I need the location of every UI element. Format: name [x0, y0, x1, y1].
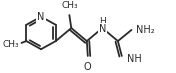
Text: O: O — [84, 62, 92, 72]
Text: H: H — [99, 17, 106, 26]
Text: CH₃: CH₃ — [61, 1, 78, 10]
Text: N: N — [37, 12, 45, 22]
Text: CH₃: CH₃ — [3, 40, 20, 49]
Text: NH₂: NH₂ — [136, 25, 155, 35]
Text: N: N — [99, 24, 106, 34]
Text: NH: NH — [127, 54, 141, 64]
